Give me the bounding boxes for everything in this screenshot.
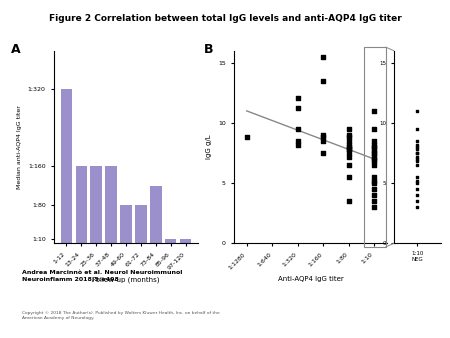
Point	[371, 204, 378, 210]
Text: Copyright © 2018 The Author(s). Published by Wolters Kluwer Health, Inc. on beha: Copyright © 2018 The Author(s). Publishe…	[22, 311, 220, 319]
Point	[371, 147, 378, 152]
Bar	[165, 239, 176, 243]
Point	[371, 162, 378, 168]
Point	[414, 178, 421, 184]
Point	[345, 135, 352, 140]
Text: Andrea Marcinnò et al. Neurol Neuroimmunol
Neuroinflamm 2018;5:e498: Andrea Marcinnò et al. Neurol Neuroimmun…	[22, 270, 183, 281]
Point	[371, 187, 378, 192]
Point	[414, 108, 421, 114]
Point	[371, 198, 378, 204]
Text: Figure 2 Correlation between total IgG levels and anti-AQP4 IgG titer: Figure 2 Correlation between total IgG l…	[49, 14, 401, 23]
Point	[371, 126, 378, 132]
Point	[414, 174, 421, 180]
Point	[371, 108, 378, 114]
Point	[320, 150, 327, 156]
Y-axis label: Median anti-AQP4 IgG titer: Median anti-AQP4 IgG titer	[17, 105, 22, 189]
Point	[371, 156, 378, 162]
Point	[345, 162, 352, 168]
Point	[414, 159, 421, 164]
Point	[414, 126, 421, 132]
Point	[345, 174, 352, 180]
Point	[371, 150, 378, 156]
Point	[294, 126, 302, 132]
Point	[371, 154, 378, 159]
Point	[345, 147, 352, 152]
Point	[320, 135, 327, 140]
Point	[345, 126, 352, 132]
Point	[294, 142, 302, 147]
Point	[414, 150, 421, 156]
Point	[371, 142, 378, 147]
Point	[345, 138, 352, 144]
Point	[371, 159, 378, 164]
Y-axis label: IgG g/L: IgG g/L	[207, 135, 212, 159]
Bar	[150, 186, 162, 243]
Point	[414, 187, 421, 192]
Point	[320, 132, 327, 138]
Point	[414, 138, 421, 144]
Text: A: A	[11, 43, 20, 56]
Bar	[105, 166, 117, 243]
Point	[414, 162, 421, 168]
X-axis label: Anti-AQP4 IgG titer: Anti-AQP4 IgG titer	[278, 276, 343, 282]
Point	[320, 78, 327, 83]
Point	[371, 144, 378, 150]
Bar	[364, 47, 386, 247]
Point	[371, 193, 378, 198]
Point	[345, 147, 352, 152]
Point	[345, 198, 352, 204]
Point	[243, 135, 250, 140]
Point	[414, 147, 421, 152]
Point	[371, 150, 378, 156]
Point	[414, 180, 421, 186]
Point	[414, 156, 421, 162]
Point	[345, 132, 352, 138]
Point	[294, 95, 302, 100]
Point	[414, 198, 421, 204]
Bar	[180, 239, 191, 243]
Point	[345, 142, 352, 147]
Bar	[135, 205, 147, 243]
Point	[414, 144, 421, 150]
Point	[414, 142, 421, 147]
Point	[294, 138, 302, 144]
Point	[294, 106, 302, 111]
Text: B: B	[203, 43, 213, 56]
Bar	[121, 205, 131, 243]
Point	[371, 138, 378, 144]
Point	[345, 150, 352, 156]
Point	[414, 154, 421, 159]
Bar	[76, 166, 87, 243]
Bar	[61, 89, 72, 243]
Point	[414, 204, 421, 210]
Point	[345, 154, 352, 159]
Point	[371, 178, 378, 184]
Point	[371, 174, 378, 180]
Point	[371, 180, 378, 186]
Bar	[90, 166, 102, 243]
Point	[345, 144, 352, 150]
Point	[414, 150, 421, 156]
Point	[320, 138, 327, 144]
Point	[320, 54, 327, 59]
Point	[414, 193, 421, 198]
X-axis label: Follow-up (months): Follow-up (months)	[92, 276, 160, 283]
